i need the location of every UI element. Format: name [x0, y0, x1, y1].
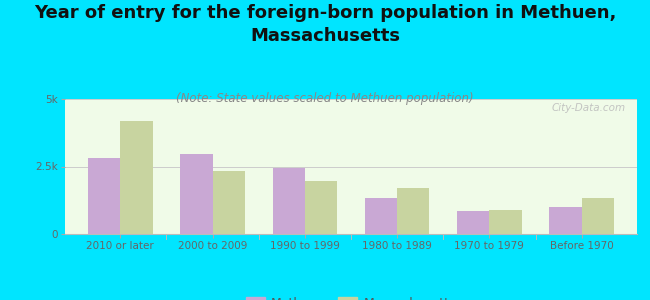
Bar: [305, 181, 337, 234]
Bar: [120, 121, 153, 234]
Bar: [489, 210, 522, 234]
Bar: [213, 170, 245, 234]
Bar: [180, 154, 213, 234]
Bar: [549, 207, 582, 234]
Bar: [88, 158, 120, 234]
Text: City-Data.com: City-Data.com: [551, 103, 625, 113]
Bar: [582, 197, 614, 234]
Bar: [457, 211, 489, 234]
Bar: [272, 168, 305, 234]
Bar: [397, 188, 430, 234]
Legend: Methuen, Massachusetts: Methuen, Massachusetts: [241, 292, 461, 300]
Bar: [365, 197, 397, 234]
Text: (Note: State values scaled to Methuen population): (Note: State values scaled to Methuen po…: [176, 92, 474, 104]
Text: Year of entry for the foreign-born population in Methuen,
Massachusetts: Year of entry for the foreign-born popul…: [34, 4, 616, 45]
